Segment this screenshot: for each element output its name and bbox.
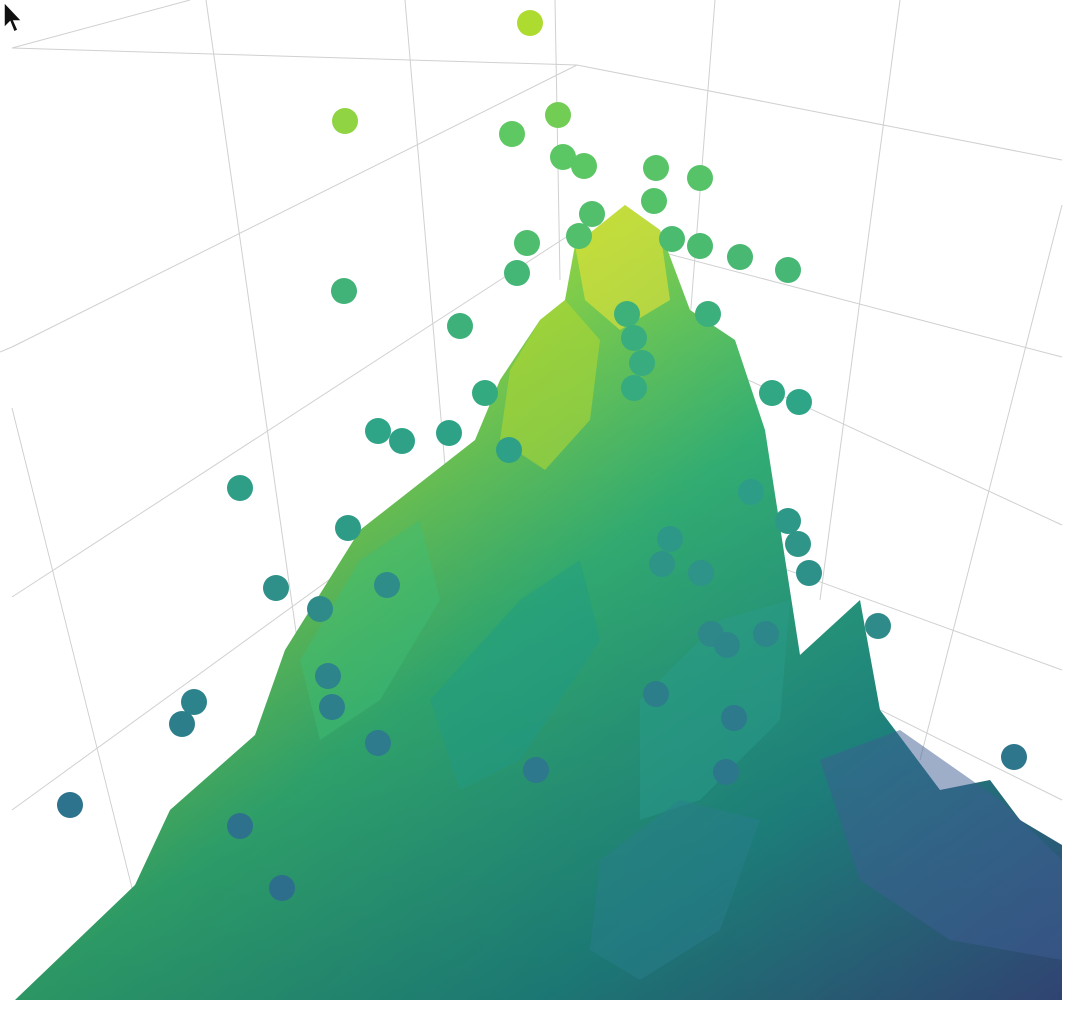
- grid-line: [0, 346, 13, 353]
- scatter-point: [181, 689, 207, 715]
- scatter-point: [659, 226, 685, 252]
- grid-line: [859, 699, 1063, 801]
- scatter-point: [517, 10, 543, 36]
- scatter-point: [365, 418, 391, 444]
- scatter-point: [472, 380, 498, 406]
- scatter-point: [57, 792, 83, 818]
- grid-line: [11, 0, 191, 49]
- scatter-point: [714, 632, 740, 658]
- surface-ridge: [640, 600, 790, 820]
- scatter-point: [614, 301, 640, 327]
- grid-line: [11, 64, 578, 348]
- scatter-point: [496, 437, 522, 463]
- scatter-point: [643, 681, 669, 707]
- scatter-point: [687, 165, 713, 191]
- scatter-point: [649, 551, 675, 577]
- surface-ridge: [430, 560, 600, 790]
- scatter-point: [436, 420, 462, 446]
- scatter-point: [447, 313, 473, 339]
- scatter-point: [319, 694, 345, 720]
- scatter-point: [227, 475, 253, 501]
- scatter-point: [865, 613, 891, 639]
- scatter-point: [263, 575, 289, 601]
- scatter-point: [269, 875, 295, 901]
- scatter-point: [657, 526, 683, 552]
- scatter-point: [504, 260, 530, 286]
- scatter-point: [641, 188, 667, 214]
- scatter-point: [629, 350, 655, 376]
- scatter-point: [643, 155, 669, 181]
- scatter-point: [365, 730, 391, 756]
- scatter-point: [785, 531, 811, 557]
- scatter-point: [721, 705, 747, 731]
- scatter-point: [514, 230, 540, 256]
- surface-ridge: [500, 300, 600, 470]
- scatter-point: [753, 621, 779, 647]
- grid-line: [554, 0, 561, 281]
- scatter-point: [1001, 744, 1027, 770]
- scatter-point: [335, 515, 361, 541]
- scatter-point: [621, 375, 647, 401]
- scatter-point: [523, 757, 549, 783]
- scatter-point: [307, 596, 333, 622]
- scatter-point: [775, 508, 801, 534]
- scatter-point: [687, 233, 713, 259]
- scatter-point: [695, 301, 721, 327]
- grid-line: [919, 204, 1063, 761]
- scatter-point: [332, 108, 358, 134]
- scatter-point: [566, 223, 592, 249]
- mouse-cursor-icon: [3, 0, 24, 34]
- scatter-point: [374, 572, 400, 598]
- surface-ridge: [590, 800, 760, 980]
- scatter-point: [315, 663, 341, 689]
- grid-line: [576, 64, 1063, 161]
- scatter-point: [713, 759, 739, 785]
- scatter-points: [57, 10, 1027, 901]
- surface-ridge: [820, 730, 1062, 960]
- scatter-point: [331, 278, 357, 304]
- grid-line: [11, 47, 578, 66]
- surface-mesh: [15, 205, 1062, 1000]
- scatter-point: [759, 380, 785, 406]
- grid-line: [819, 0, 901, 601]
- scatter-point: [786, 389, 812, 415]
- scatter-point: [571, 153, 597, 179]
- grid-line: [11, 229, 578, 598]
- scatter-point: [579, 201, 605, 227]
- scatter-point: [621, 325, 647, 351]
- scatter-point: [169, 711, 195, 737]
- scatter-point: [499, 121, 525, 147]
- grid-line: [689, 0, 716, 321]
- scatter-point: [550, 144, 576, 170]
- scatter-point: [545, 102, 571, 128]
- surface-shade: [15, 205, 1062, 1000]
- surface-ridge: [575, 205, 670, 330]
- scatter-point: [389, 428, 415, 454]
- scatter-point: [727, 244, 753, 270]
- scatter-point: [796, 560, 822, 586]
- scatter-point: [775, 257, 801, 283]
- scatter-point: [738, 479, 764, 505]
- scatter-point: [688, 560, 714, 586]
- scatter-point: [227, 813, 253, 839]
